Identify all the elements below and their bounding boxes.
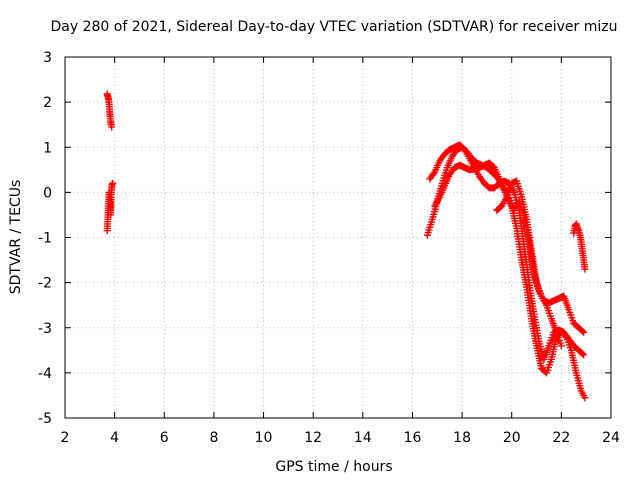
x-tick-label: 20 — [503, 430, 521, 446]
x-tick-label: 16 — [404, 430, 422, 446]
y-tick-label: 0 — [43, 185, 52, 201]
x-tick-label: 6 — [160, 430, 169, 446]
x-tick-label: 24 — [602, 430, 620, 446]
chart-title: Day 280 of 2021, Sidereal Day-to-day VTE… — [51, 19, 618, 35]
y-tick-label: -3 — [38, 321, 52, 337]
y-tick-label: -5 — [38, 411, 52, 427]
y-tick-label: 1 — [43, 140, 52, 156]
y-tick-label: -4 — [38, 366, 52, 382]
x-tick-label: 12 — [304, 430, 322, 446]
x-tick-label: 14 — [354, 430, 372, 446]
y-tick-label: 2 — [43, 95, 52, 111]
y-tick-labels: 3 2 1 0 -1 -2 -3 -4 -5 — [38, 50, 52, 427]
data-point — [109, 179, 117, 187]
x-tick-label: 18 — [453, 430, 471, 446]
x-tick-label: 2 — [61, 430, 70, 446]
x-tick-label: 8 — [209, 430, 218, 446]
data-point — [578, 350, 586, 358]
y-axis-label: SDTVAR / TECUs — [8, 180, 24, 295]
x-tick-label: 22 — [552, 430, 570, 446]
data-point — [581, 265, 589, 273]
x-tick-labels: 2 4 6 8 10 12 14 16 18 20 22 24 — [61, 430, 620, 446]
x-tick-label: 10 — [255, 430, 273, 446]
data-point — [557, 342, 565, 350]
data-point — [580, 328, 588, 336]
x-axis-label: GPS time / hours — [275, 459, 392, 475]
data-point — [578, 327, 586, 335]
plot-frame — [64, 56, 612, 419]
data-point — [108, 123, 116, 131]
y-tick-label: -2 — [38, 276, 52, 292]
y-tick-label: 3 — [43, 50, 52, 66]
data-point — [580, 351, 588, 359]
data-point — [581, 394, 589, 402]
x-tick-label: 4 — [110, 430, 119, 446]
data-points — [103, 90, 589, 402]
grid-lines — [65, 57, 611, 418]
y-tick-label: -1 — [38, 231, 52, 247]
